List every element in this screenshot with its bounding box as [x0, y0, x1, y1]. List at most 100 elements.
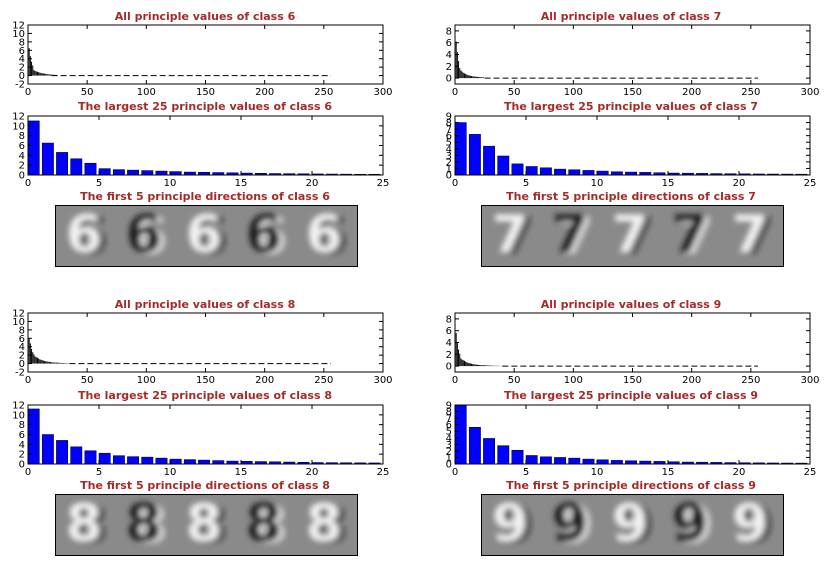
digit-glyph-dark: 6 [132, 207, 168, 266]
x-tick-label: 250 [741, 87, 760, 98]
x-tick-label: 0 [452, 375, 458, 386]
digit-glyph-dark: 9 [498, 496, 534, 555]
digit-glyph-dark: 7 [678, 207, 714, 266]
principal-direction-2: 88 [126, 495, 168, 555]
x-tick-label: 50 [81, 87, 94, 98]
y-tick-label: 8 [19, 131, 25, 142]
principal-direction-5: 99 [732, 495, 774, 555]
principal-direction-4: 66 [246, 206, 288, 266]
y-tick-label: 4 [19, 54, 25, 65]
y-tick-label: 9 [446, 401, 452, 412]
y-tick-label: 7 [446, 414, 452, 425]
y-tick-label: 4 [19, 151, 25, 162]
x-tick-label: 10 [591, 467, 604, 478]
principal-direction-5: 88 [306, 495, 348, 555]
y-tick-label: 5 [446, 427, 452, 438]
x-tick-label: 25 [377, 178, 390, 189]
y-tick-label: 10 [12, 410, 25, 421]
principal-direction-5: 66 [306, 206, 348, 266]
principal-direction-1: 77 [492, 206, 534, 266]
y-tick-label: 6 [19, 46, 25, 57]
x-tick-label: 15 [662, 178, 675, 189]
y-tick-label: 6 [446, 326, 452, 337]
digit-glyph-light: 9 [732, 495, 768, 554]
y-tick-label: 10 [12, 29, 25, 40]
y-tick-label: 8 [19, 37, 25, 48]
y-tick-label: 0 [19, 359, 25, 370]
principal-direction-2: 66 [126, 206, 168, 266]
plot-frame [454, 115, 811, 176]
bar [511, 449, 524, 465]
principal-direction-1: 88 [66, 495, 108, 555]
y-tick-label: 0 [19, 71, 25, 82]
image-title: The first 5 principle directions of clas… [506, 479, 756, 492]
x-tick-label: 100 [137, 375, 156, 386]
y-tick-label: 4 [446, 144, 452, 155]
y-tick-label: 8 [446, 314, 452, 325]
principal-direction-3: 99 [612, 495, 654, 555]
y-tick-label: 0 [446, 74, 452, 85]
image-background [56, 495, 357, 555]
digit-glyph-dark: 8 [72, 496, 108, 555]
x-tick-label: 200 [255, 375, 274, 386]
digit-glyph-light: 9 [672, 495, 708, 554]
principal-direction-2: 99 [552, 495, 594, 555]
y-tick-label: 6 [19, 141, 25, 152]
image-background [482, 206, 783, 266]
digit-glyph-dark: 7 [498, 207, 534, 266]
x-tick-label: 200 [682, 87, 701, 98]
bar [454, 404, 467, 465]
digit-glyph-light: 9 [612, 495, 648, 554]
x-tick-label: 25 [377, 467, 390, 478]
bar [554, 457, 567, 465]
digit-glyph-dark: 8 [252, 496, 288, 555]
digit-glyph-light: 6 [186, 206, 222, 265]
bar [483, 438, 496, 465]
x-tick-label: 15 [235, 467, 248, 478]
digit-glyph-light: 7 [552, 206, 588, 265]
y-tick-label: 0 [19, 171, 25, 182]
chart-title: The largest 25 principle values of class… [78, 389, 332, 402]
x-tick-label: 300 [800, 87, 819, 98]
principal-direction-1: 66 [66, 206, 108, 266]
image-title: The first 5 principle directions of clas… [80, 479, 330, 492]
y-tick-label: 3 [446, 151, 452, 162]
y-tick-label: 6 [19, 334, 25, 345]
chart-title: The largest 25 principle values of class… [78, 100, 332, 113]
y-tick-label: 4 [19, 342, 25, 353]
digit-glyph-light: 6 [306, 206, 342, 265]
y-tick-label: 4 [446, 338, 452, 349]
x-tick-label: 200 [682, 375, 701, 386]
x-tick-label: 150 [196, 375, 215, 386]
x-tick-label: 250 [741, 375, 760, 386]
y-tick-label: 1 [446, 164, 452, 175]
y-tick-label: 8 [446, 118, 452, 129]
y-tick-label: 2 [19, 63, 25, 74]
y-tick-label: 8 [446, 26, 452, 37]
x-tick-label: 0 [25, 87, 31, 98]
bar [497, 445, 510, 465]
chart-title: All principle values of class 8 [114, 298, 296, 311]
principal-direction-3: 66 [186, 206, 228, 266]
digit-glyph-dark: 7 [558, 207, 594, 266]
x-tick-label: 100 [137, 87, 156, 98]
digit-glyph-dark: 6 [252, 207, 288, 266]
image-background [482, 495, 783, 555]
digit-glyph-dark: 6 [312, 207, 348, 266]
digit-glyph-dark: 9 [678, 496, 714, 555]
x-tick-label: 0 [452, 87, 458, 98]
digit-glyph-light: 7 [492, 206, 528, 265]
y-tick-label: 0 [446, 362, 452, 373]
y-tick-label: 10 [12, 317, 25, 328]
y-tick-label: 2 [446, 446, 452, 457]
x-tick-label: 20 [306, 467, 319, 478]
digit-glyph-light: 6 [246, 206, 282, 265]
y-tick-label: 2 [446, 157, 452, 168]
y-tick-label: 0 [446, 460, 452, 471]
